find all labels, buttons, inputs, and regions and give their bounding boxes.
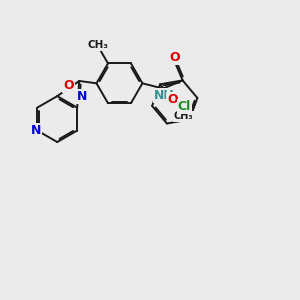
Text: N: N: [76, 90, 87, 103]
Text: Cl: Cl: [178, 100, 191, 113]
Text: O: O: [167, 93, 178, 106]
Text: CH₃: CH₃: [87, 40, 108, 50]
Text: O: O: [63, 79, 74, 92]
Text: O: O: [169, 51, 180, 64]
Text: NH: NH: [154, 88, 175, 102]
Text: N: N: [31, 124, 41, 137]
Text: CH₃: CH₃: [174, 111, 194, 121]
